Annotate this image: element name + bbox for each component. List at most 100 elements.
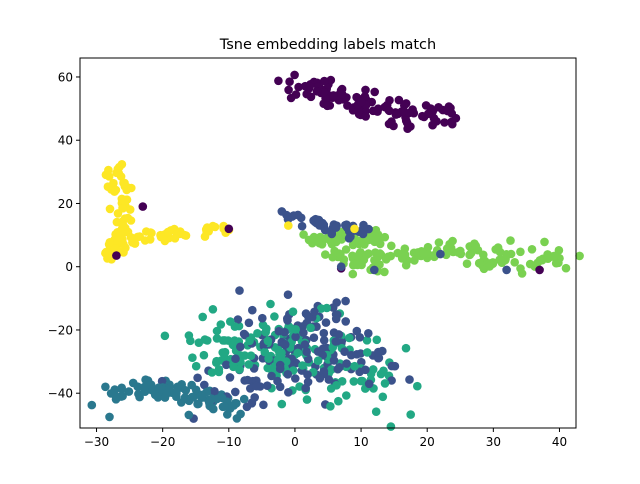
scatter-point [378,392,388,402]
plot-frame [79,57,577,429]
scatter-point [275,364,285,374]
scatter-point [361,85,370,95]
scatter-point [181,231,191,240]
scatter-point [242,402,252,412]
scatter-point [400,250,410,259]
scatter-point [370,265,379,275]
scatter-point [284,85,293,95]
scatter-point [385,106,394,116]
scatter-point [326,384,336,393]
scatter-point [140,382,149,392]
scatter-point [231,354,240,364]
scatter-point [199,350,209,360]
scatter-point [288,307,298,317]
scatter-point [321,318,331,327]
scatter-point [160,331,170,341]
scatter-point [364,329,373,338]
scatter-point [197,390,207,400]
x-tick-label: 30 [486,435,501,449]
scatter-point [160,393,170,402]
scatter-point [191,361,201,371]
scatter-point [399,106,408,116]
scatter-point [273,376,282,386]
scatter-point [387,376,396,385]
scatter-point [147,228,156,238]
scatter-point [291,374,300,383]
scatter-point [315,374,325,383]
scatter-point [389,121,398,131]
scatter-point [181,386,191,395]
scatter-point [270,312,279,321]
scatter-point [126,216,136,225]
scatter-point [374,252,383,261]
scatter-point [344,234,354,243]
scatter-point [264,354,273,363]
scatter-point [387,241,396,251]
scatter-point [334,396,343,406]
scatter-point [236,342,245,352]
scatter-point [405,375,414,384]
scatter-point [239,329,249,339]
scatter-point [419,249,429,258]
scatter-point [291,325,301,334]
scatter-point [205,397,214,406]
scatter-point [243,375,252,385]
x-tick-label: 10 [353,435,368,449]
scatter-point [299,230,308,239]
y-tick-label: −40 [48,387,73,401]
scatter-point [135,232,144,241]
scatter-point [263,336,273,346]
scatter-point [516,264,525,273]
scatter-point [390,361,400,371]
scatter-point [200,335,210,344]
scatter-point [284,388,293,397]
scatter-point [502,265,511,275]
scatter-point [236,409,245,419]
scatter-point [456,246,465,256]
scatter-point [284,221,293,230]
scatter-point [348,251,357,261]
scatter-point [282,210,291,220]
y-tick-label: 40 [58,134,73,148]
scatter-point [180,393,190,402]
scatter-point [112,251,121,260]
scatter-point [320,225,330,235]
scatter-point [475,258,485,268]
scatter-point [184,410,194,420]
scatter-point [561,263,571,273]
scatter-point [386,422,396,431]
scatter-point [319,88,329,97]
scatter-point [259,400,268,410]
x-tick-label: 20 [420,435,435,449]
scatter-point [462,259,472,269]
scatter-point [291,332,300,342]
scatter-point [363,348,372,357]
scatter-point [261,327,271,337]
scatter-point [246,351,256,361]
scatter-point [299,328,308,338]
scatter-point [380,379,390,388]
scatter-point [200,380,209,390]
scatter-point [436,249,445,259]
scatter-point [117,160,127,169]
scatter-point [102,247,111,257]
scatter-point [212,356,221,366]
scatter-point [154,383,163,393]
scatter-point [333,364,343,374]
scatter-point [428,120,437,130]
scatter-point [342,391,351,400]
scatter-point [357,357,366,367]
scatter-point [331,337,341,346]
scatter-point [232,399,241,408]
scatter-point [208,305,218,314]
scatter-point [316,304,326,313]
scatter-point [352,350,362,359]
scatter-point [210,387,219,396]
scatter-point [336,250,345,259]
scatter-point [434,238,444,247]
scatter-points [87,70,584,431]
scatter-point [349,377,359,386]
scatter-point [202,223,212,232]
scatter-point [401,260,411,270]
scatter-point [258,313,267,323]
